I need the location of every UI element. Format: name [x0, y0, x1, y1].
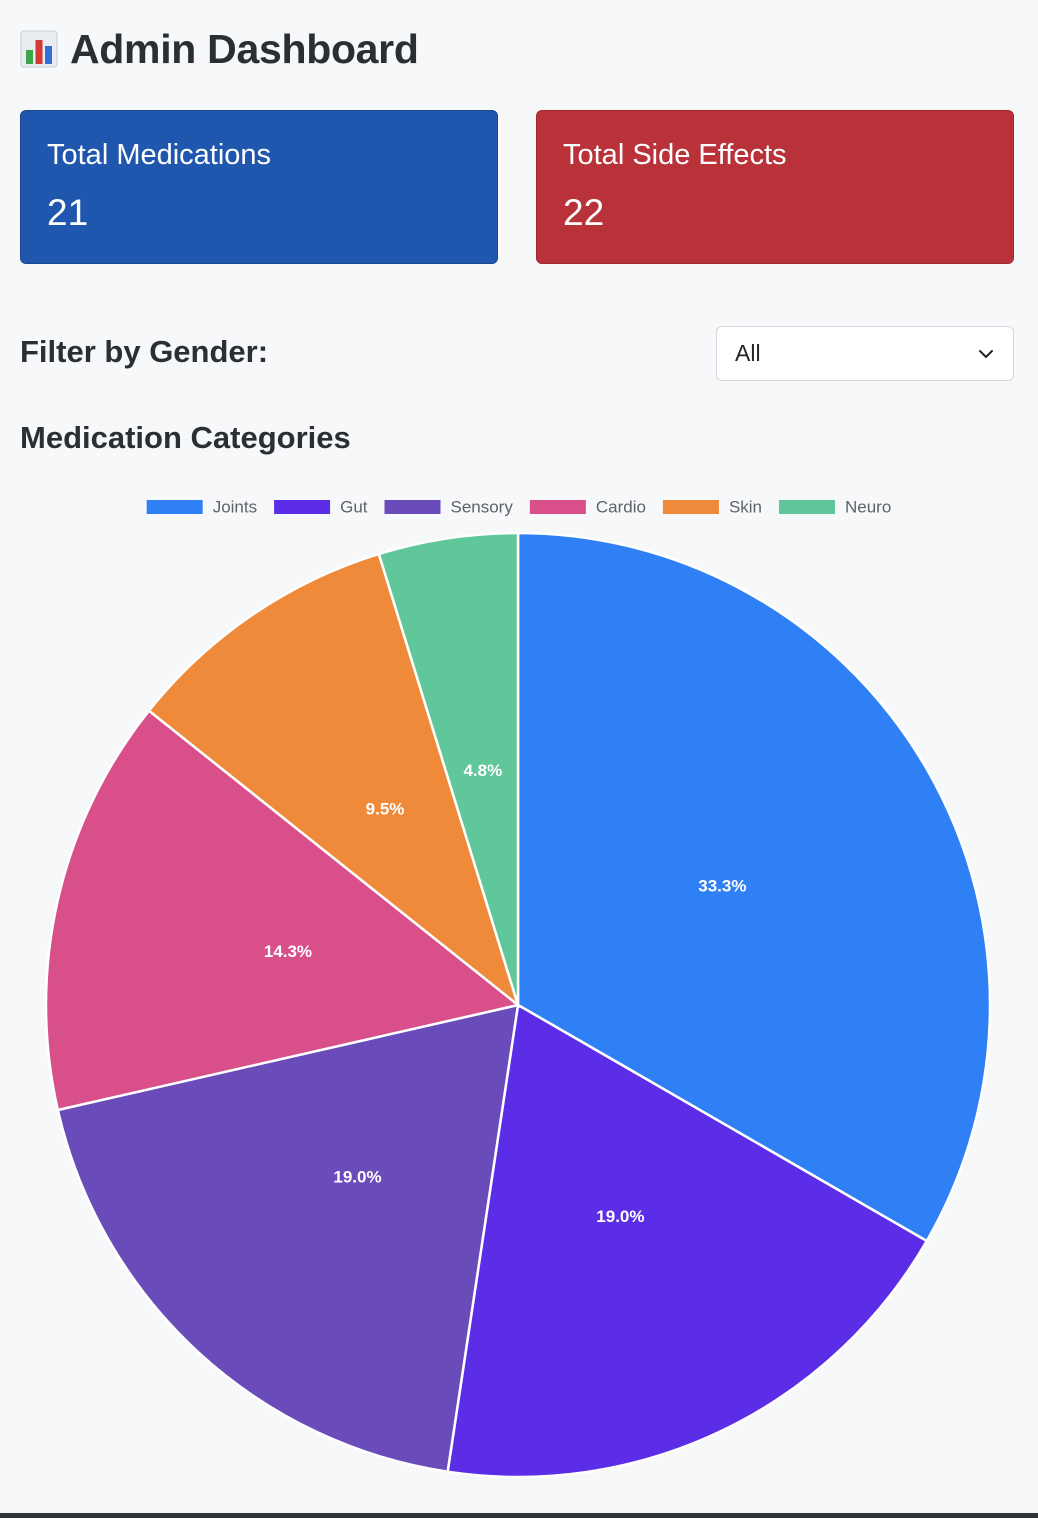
pie-slice-skin[interactable]: [147, 552, 521, 1009]
pie-label-gut: 19.0%: [596, 1207, 644, 1226]
bar-chart-icon: [20, 30, 58, 68]
pie-slice-cardio[interactable]: [44, 708, 521, 1112]
legend-swatch: [529, 500, 586, 514]
legend-label: Neuro: [845, 497, 891, 516]
pie-slice-gut[interactable]: [446, 1003, 929, 1479]
legend-item-sensory[interactable]: Sensory: [384, 497, 513, 516]
legend-label: Sensory: [450, 497, 513, 516]
legend-item-gut[interactable]: Gut: [274, 497, 368, 516]
pie-label-joints: 33.3%: [698, 876, 746, 895]
chart-legend: Joints Gut Sensory Cardio Skin Neuro: [146, 497, 891, 516]
gender-filter-select[interactable]: All: [716, 326, 1014, 381]
pie-label-cardio: 14.3%: [264, 942, 312, 961]
legend-item-skin[interactable]: Skin: [662, 497, 762, 516]
legend-swatch: [274, 500, 331, 514]
legend-swatch: [384, 500, 441, 514]
pie-label-neuro: 4.8%: [463, 761, 502, 780]
pie-slice-joints[interactable]: [516, 531, 992, 1243]
total-side-effects-label: Total Side Effects: [563, 139, 787, 171]
gender-filter-label: Filter by Gender:: [20, 334, 269, 369]
total-medications-label: Total Medications: [47, 139, 272, 171]
legend-item-joints[interactable]: Joints: [146, 497, 257, 516]
legend-label: Joints: [213, 497, 257, 516]
total-side-effects-card: Total Side Effects 22: [536, 110, 1014, 264]
total-side-effects-value: 22: [563, 192, 605, 233]
total-medications-value: 21: [47, 192, 89, 233]
bottom-edge-bar: [0, 1513, 1038, 1518]
medication-categories-pie-chart: Joints Gut Sensory Cardio Skin Neuro 33.3% 19.…: [44, 497, 992, 1479]
page-header: Admin Dashboard: [20, 24, 419, 74]
total-medications-card: Total Medications 21: [20, 110, 498, 264]
legend-label: Gut: [340, 497, 368, 516]
pie-slice-labels: 33.3% 19.0% 19.0% 14.3% 9.5% 4.8%: [264, 761, 747, 1226]
gender-filter-value: All: [735, 340, 761, 366]
pie-slice-neuro[interactable]: [377, 531, 520, 1006]
legend-item-cardio[interactable]: Cardio: [529, 497, 646, 516]
legend-swatch: [779, 500, 836, 514]
chevron-down-icon: [979, 349, 993, 358]
legend-swatch: [146, 500, 203, 514]
chart-section-title: Medication Categories: [20, 420, 351, 455]
pie-slices: [44, 531, 992, 1479]
legend-label: Skin: [729, 497, 762, 516]
legend-swatch: [662, 500, 719, 514]
pie-label-skin: 9.5%: [366, 799, 405, 818]
legend-item-neuro[interactable]: Neuro: [779, 497, 891, 516]
pie-slice-sensory[interactable]: [56, 1003, 520, 1474]
page-title: Admin Dashboard: [70, 25, 419, 72]
legend-label: Cardio: [596, 497, 646, 516]
pie-label-sensory: 19.0%: [333, 1167, 381, 1186]
